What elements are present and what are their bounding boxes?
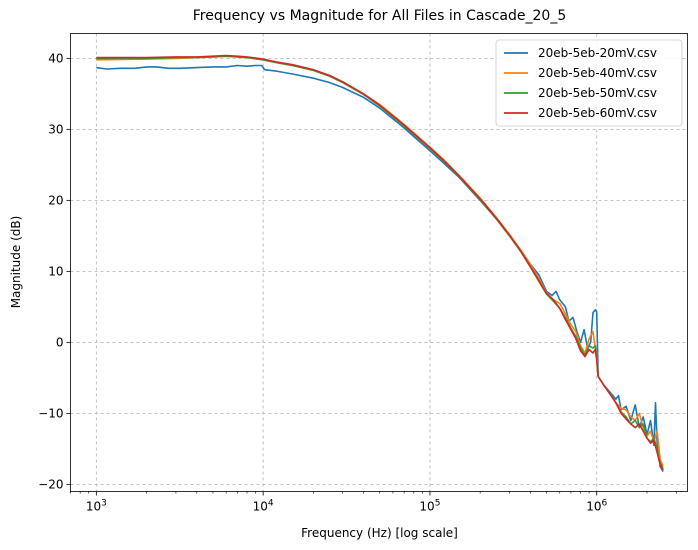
y-axis-ticks: −20 −10 0 10 20 30 40 (38, 51, 71, 491)
y-tick-label: −10 (38, 406, 63, 420)
series-line-0 (96, 64, 664, 473)
x-tick-label: 106 (586, 499, 607, 514)
chart-title: Frequency vs Magnitude for All Files in … (193, 8, 566, 24)
legend-label: 20eb-5eb-20mV.csv (538, 46, 657, 60)
legend-box (495, 39, 683, 127)
y-axis-label: Magnitude (dB) (9, 216, 23, 309)
plot-frame (70, 33, 688, 492)
x-axis-label: Frequency (Hz) [log scale] (301, 526, 458, 540)
y-tick-label: −20 (38, 477, 63, 491)
legend: 20eb-5eb-20mV.csv 20eb-5eb-40mV.csv 20eb-5… (495, 39, 683, 127)
y-tick-label: 0 (56, 335, 64, 349)
y-tick-label: 20 (48, 193, 63, 207)
x-tick-label: 105 (419, 499, 440, 514)
x-axis-ticks: 103 104 105 106 (70, 491, 677, 514)
x-tick-label: 103 (86, 499, 107, 514)
series-line-3 (96, 54, 664, 471)
y-tick-label: 10 (48, 264, 63, 278)
series-layer (96, 54, 664, 473)
legend-label: 20eb-5eb-40mV.csv (538, 66, 657, 80)
legend-label: 20eb-5eb-60mV.csv (538, 106, 657, 120)
y-tick-label: 30 (48, 122, 63, 136)
y-tick-label: 40 (48, 51, 63, 65)
x-tick-label: 104 (253, 499, 274, 514)
legend-label: 20eb-5eb-50mV.csv (538, 86, 657, 100)
